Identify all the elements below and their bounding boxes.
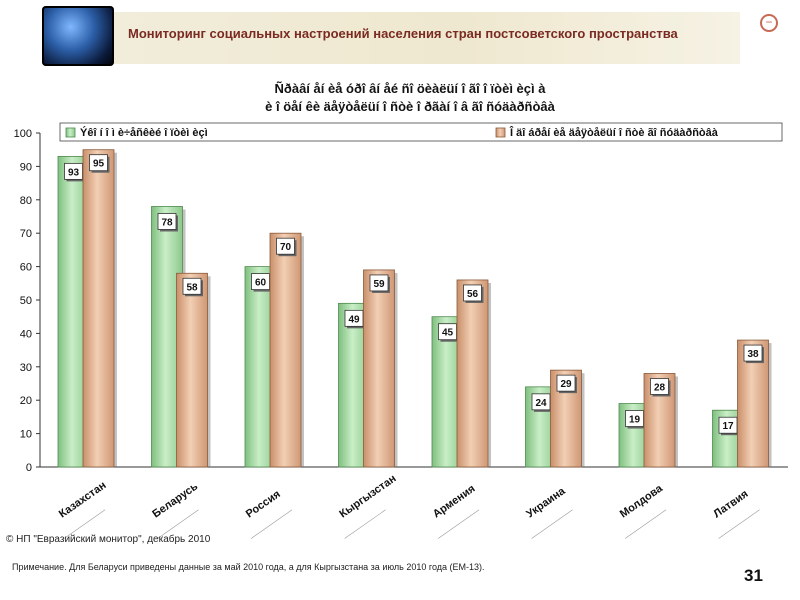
minus-circle-icon[interactable]: − — [760, 14, 778, 32]
data-label-box — [743, 344, 763, 362]
bar — [363, 269, 395, 468]
data-label: 28 — [654, 382, 666, 393]
data-label: 56 — [467, 289, 479, 300]
x-tick-label-group: Россия — [238, 483, 293, 539]
data-label: 49 — [348, 314, 360, 325]
data-label-box — [344, 309, 364, 327]
x-tick-label-group: Молдова — [612, 479, 667, 539]
x-tick-label-box — [612, 479, 667, 524]
data-label: 24 — [535, 398, 547, 409]
y-tick-label: 90 — [20, 161, 32, 173]
data-label-box — [64, 162, 83, 180]
x-tick-label-box — [425, 479, 480, 524]
data-label-box — [531, 393, 551, 411]
x-tick-label-box — [519, 479, 573, 524]
source-credit: © НП "Евразийский монитор", декабрь 2010 — [6, 534, 211, 545]
data-label: 19 — [629, 415, 641, 426]
x-tick-label-box — [332, 468, 403, 524]
legend-box — [59, 122, 783, 142]
y-tick-label: 30 — [20, 362, 32, 374]
data-label-box — [276, 237, 295, 255]
y-tick-label: 60 — [20, 262, 32, 274]
legend-swatch — [495, 127, 506, 138]
data-label: 70 — [280, 242, 292, 253]
data-label: 93 — [68, 167, 80, 178]
bar — [456, 279, 489, 468]
data-label: 17 — [722, 421, 734, 432]
y-tick-label: 20 — [20, 395, 32, 407]
data-label: 95 — [93, 159, 105, 170]
chart-title-line-1: Ñðàâí åí èå óðî âí åé ñî öèàëüí î ãî î ï… — [274, 81, 546, 96]
y-tick-label: 70 — [20, 228, 32, 240]
bar — [82, 149, 115, 468]
bar — [269, 232, 302, 468]
data-label-box — [625, 410, 644, 427]
data-label-box — [463, 284, 482, 302]
x-tick-label-box — [706, 483, 755, 524]
data-label-box — [438, 323, 457, 341]
data-label-box — [556, 374, 576, 392]
x-tick-label-group: Украина — [519, 479, 573, 539]
y-tick-label: 80 — [20, 195, 32, 207]
x-tick-underline — [63, 509, 106, 539]
x-tick-underline — [437, 509, 480, 539]
legend-label: Î äî áðåí èå äåÿòåëüí î ñòè ãî ñóäàðñòâà — [509, 126, 719, 139]
data-label-box — [89, 154, 108, 172]
legend-label: Ýêî í î ì è÷åñêèé î ïòèì èçì — [80, 126, 208, 139]
y-tick-label: 10 — [20, 429, 32, 441]
data-label-box — [182, 277, 202, 295]
x-tick-label: Беларусь — [150, 480, 200, 520]
y-tick-label: 100 — [14, 128, 32, 140]
y-tick-label: 40 — [20, 328, 32, 340]
x-tick-underline — [250, 509, 293, 539]
data-label-box — [718, 416, 738, 434]
y-tick-label: 0 — [26, 462, 32, 474]
x-tick-label: Кыргызстан — [337, 473, 398, 521]
x-tick-label-box — [238, 483, 288, 524]
x-tick-underline — [624, 509, 667, 539]
data-label: 58 — [186, 282, 198, 293]
data-label-box — [650, 378, 669, 395]
data-label: 29 — [560, 379, 572, 390]
legend-swatch — [65, 127, 76, 138]
x-tick-label: Молдова — [618, 482, 666, 520]
x-tick-label-box — [145, 475, 205, 524]
data-label: 60 — [255, 278, 267, 289]
x-tick-label-box — [51, 471, 117, 524]
data-label-box — [369, 274, 389, 292]
bar — [176, 272, 208, 468]
chart-title-line-2: è î öåí êè äåÿòåëüí î ñòè î ðãàí î â ãî … — [265, 99, 555, 114]
data-label: 38 — [747, 349, 759, 360]
data-label: 59 — [373, 279, 385, 290]
x-tick-label-group: Кыргызстан — [332, 468, 403, 539]
x-tick-label: Казахстан — [57, 479, 109, 520]
header-banner — [42, 12, 740, 64]
x-tick-label-group: Армения — [425, 479, 480, 539]
page-title: Мониторинг социальных настроений населен… — [128, 26, 678, 41]
x-tick-underline — [718, 509, 760, 539]
data-label-box — [157, 213, 177, 230]
footnote: Примечание. Для Беларуси приведены данны… — [12, 562, 485, 572]
x-tick-label-group: Беларусь — [145, 475, 205, 539]
x-tick-underline — [344, 509, 386, 539]
x-tick-underline — [157, 509, 199, 539]
globe-logo-icon — [42, 6, 114, 66]
y-tick-label: 50 — [20, 295, 32, 307]
x-tick-underline — [531, 509, 573, 539]
page-number: 31 — [744, 566, 763, 585]
x-tick-label: Армения — [431, 483, 478, 521]
data-label: 45 — [442, 328, 454, 339]
x-tick-label-group: Латвия — [706, 483, 760, 539]
data-label-box — [251, 273, 270, 291]
data-label: 78 — [161, 217, 173, 228]
x-tick-label-group: Казахстан — [51, 471, 117, 539]
chart-title: Ñðàâí åí èå óðî âí åé ñî öèàëüí î ãî î ï… — [150, 80, 670, 116]
